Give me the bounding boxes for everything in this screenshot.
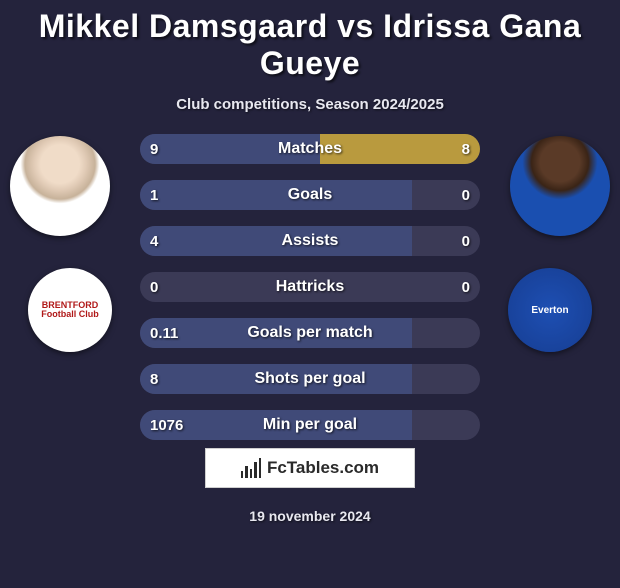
stat-bar-left: [140, 180, 412, 210]
stat-value-left: 1: [150, 180, 158, 210]
stat-bar-left: [140, 318, 412, 348]
stat-value-left: 9: [150, 134, 158, 164]
stat-row: 0.11Goals per match: [0, 310, 620, 356]
stat-value-left: 4: [150, 226, 158, 256]
stat-value-right: 0: [462, 272, 470, 302]
subtitle: Club competitions, Season 2024/2025: [0, 96, 620, 113]
stat-value-left: 0.11: [150, 318, 178, 348]
page-title: Mikkel Damsgaard vs Idrissa Gana Gueye: [0, 8, 620, 82]
stat-bar-left: [140, 226, 412, 256]
stat-row: 40Assists: [0, 218, 620, 264]
stat-value-left: 8: [150, 364, 158, 394]
stat-value-left: 0: [150, 272, 158, 302]
bar-chart-icon: [241, 458, 261, 478]
stat-bar-track: 8Shots per goal: [140, 364, 480, 394]
stat-value-right: 0: [462, 180, 470, 210]
logo-text: FcTables.com: [267, 458, 379, 478]
stat-bar-left: [140, 364, 412, 394]
stat-bar-track: 0 0Hattricks: [140, 272, 480, 302]
stat-value-left: 1076: [150, 410, 183, 440]
stat-bar-track: 40Assists: [140, 226, 480, 256]
stat-label: Hattricks: [140, 272, 480, 302]
stat-bar-track: 10Goals: [140, 180, 480, 210]
stat-row: 98Matches: [0, 126, 620, 172]
stat-bar-track: 0.11Goals per match: [140, 318, 480, 348]
stat-value-right: 8: [462, 134, 470, 164]
stat-value-right: 0: [462, 226, 470, 256]
stat-row: 0 0Hattricks: [0, 264, 620, 310]
stat-row: 8Shots per goal: [0, 356, 620, 402]
stat-bar-right: [320, 134, 480, 164]
stat-bar-track: 98Matches: [140, 134, 480, 164]
date-text: 19 november 2024: [0, 508, 620, 524]
stat-row: 10Goals: [0, 172, 620, 218]
stats-area: 98Matches10Goals40Assists00Hattricks0.11…: [0, 126, 620, 448]
stat-row: 1076Min per goal: [0, 402, 620, 448]
stat-bar-track: 1076Min per goal: [140, 410, 480, 440]
stat-bar-left: [140, 134, 320, 164]
fctables-logo: FcTables.com: [205, 448, 415, 488]
